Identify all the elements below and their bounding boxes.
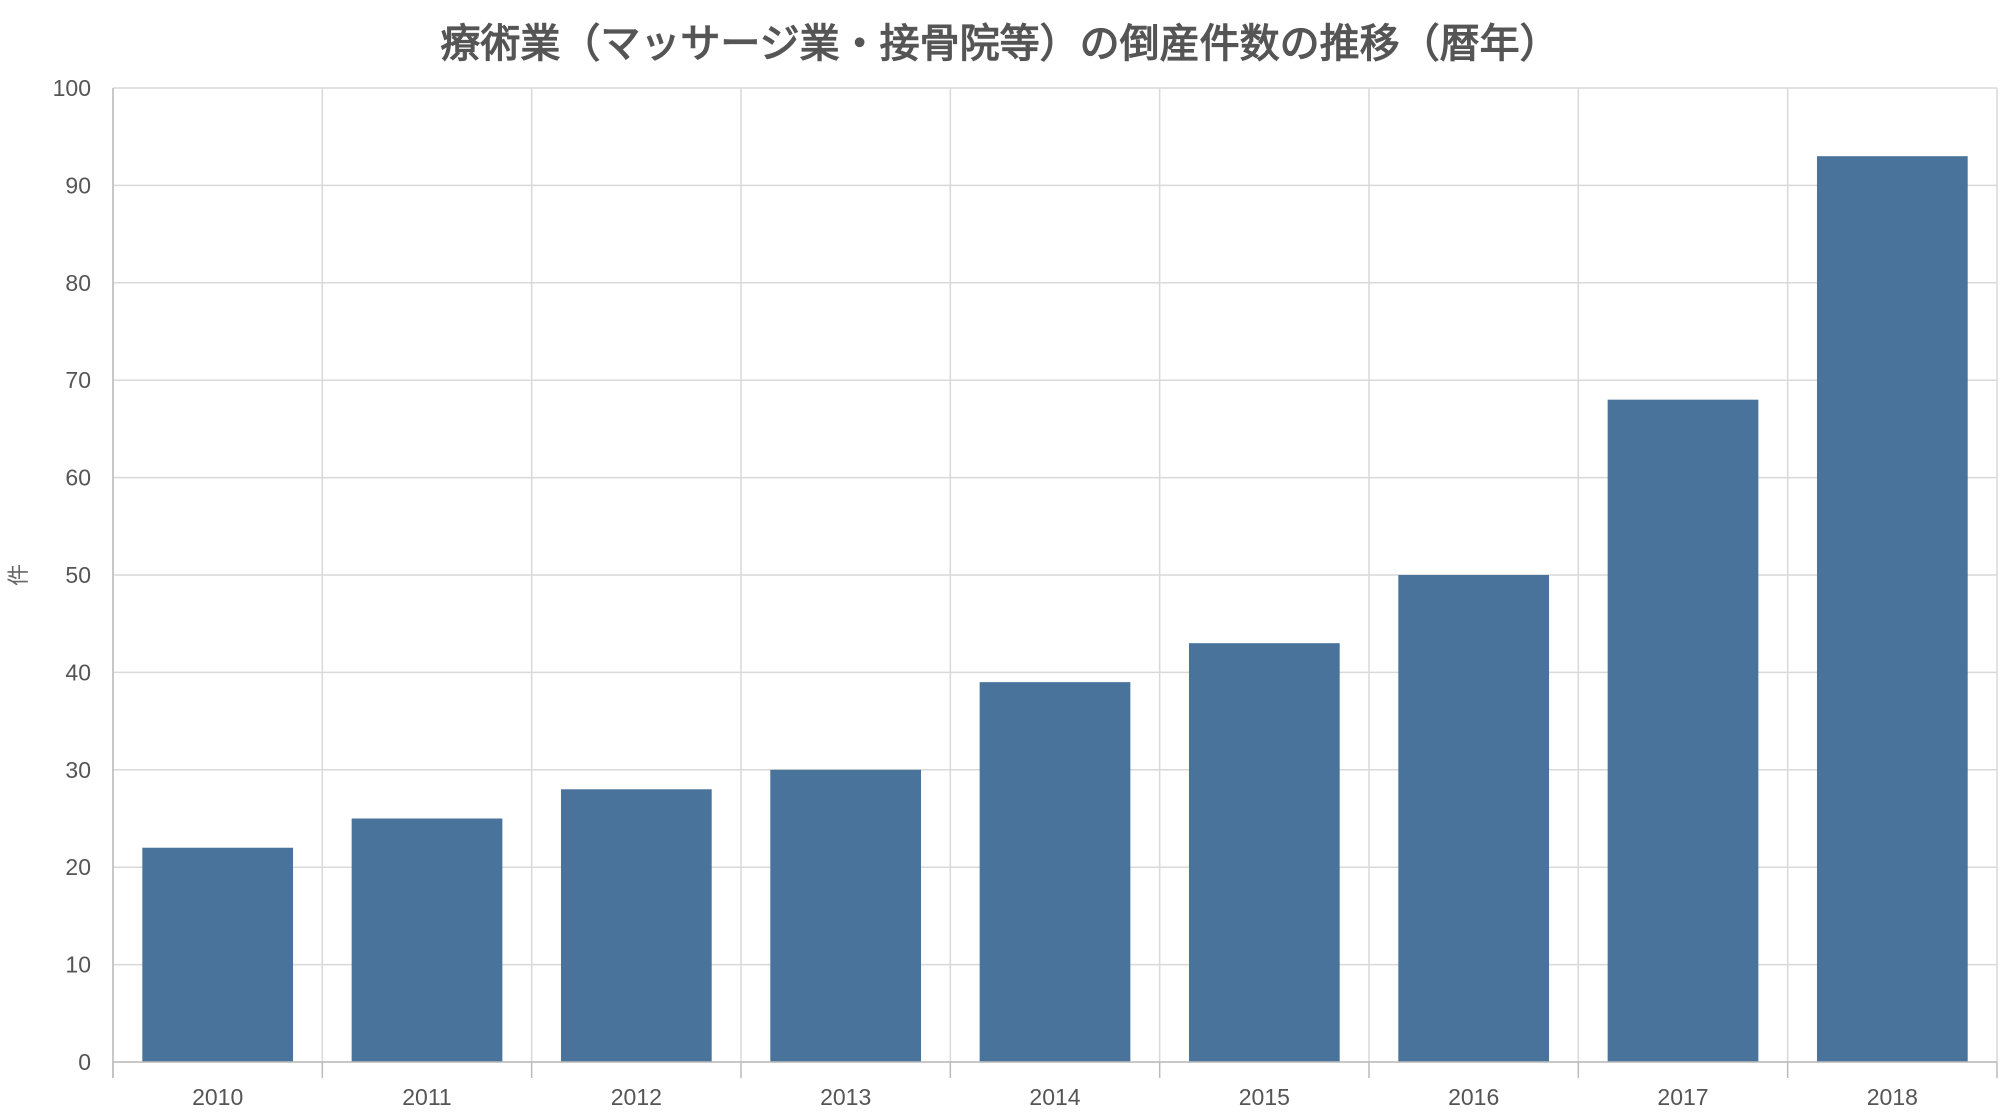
x-tick-label: 2012 (611, 1084, 662, 1110)
bar-2017 (1607, 399, 1759, 1062)
bar-2016 (1398, 575, 1550, 1062)
bar-2015 (1188, 643, 1340, 1062)
bar-2010 (142, 847, 294, 1062)
y-tick-label: 80 (65, 270, 91, 296)
tick-layer: 0 10 20 30 40 50 60 70 80 90 100 2010 2011 2012 2013 20… (53, 75, 1918, 1110)
y-tick-label: 40 (65, 659, 91, 685)
y-tick-label: 70 (65, 367, 91, 393)
y-tick-label: 20 (65, 854, 91, 880)
x-tick-label: 2014 (1029, 1084, 1080, 1110)
bar-2013 (770, 769, 922, 1062)
y-axis-label: 件 (7, 564, 32, 586)
x-tick-label: 2017 (1657, 1084, 1708, 1110)
y-tick-label: 0 (78, 1049, 91, 1075)
y-tick-label: 10 (65, 952, 91, 978)
y-tick-label: 30 (65, 757, 91, 783)
x-tick-label: 2011 (402, 1084, 451, 1110)
axis-layer (112, 88, 1998, 1078)
y-tick-label: 90 (65, 172, 91, 198)
x-tick-label: 2010 (192, 1084, 243, 1110)
x-tick-label: 2016 (1448, 1084, 1499, 1110)
chart-title: 療術業（マッサージ業・接骨院等）の倒産件数の推移（暦年） (440, 21, 1559, 67)
bar-2018 (1816, 156, 1968, 1062)
y-tick-label: 50 (65, 562, 91, 588)
bar-2014 (979, 682, 1131, 1062)
bar-2011 (351, 818, 503, 1062)
x-tick-label: 2015 (1239, 1084, 1290, 1110)
bar-2012 (560, 789, 712, 1062)
x-tick-label: 2013 (820, 1084, 871, 1110)
x-tick-label: 2018 (1867, 1084, 1918, 1110)
y-tick-label: 60 (65, 465, 91, 491)
bar-layer (142, 156, 1968, 1062)
y-tick-label: 100 (53, 75, 91, 101)
